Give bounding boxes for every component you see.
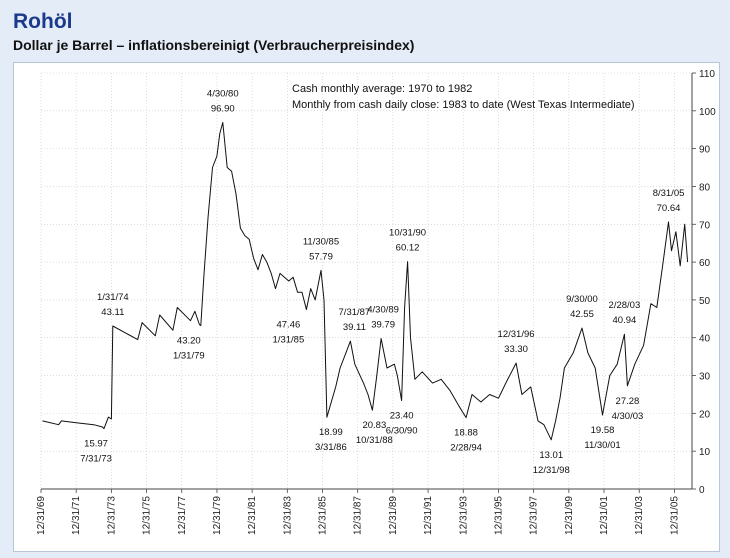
x-tick-label: 12/31/81 xyxy=(247,496,258,535)
x-tick-label: 12/31/71 xyxy=(71,496,82,535)
x-tick-label: 12/31/01 xyxy=(599,496,610,535)
annotation-value: 96.90 xyxy=(211,104,235,115)
annotation-value: 15.97 xyxy=(84,439,108,450)
annotation-date: 2/28/03 xyxy=(609,300,641,311)
y-tick-label: 50 xyxy=(699,296,711,307)
annotation-date: 7/31/87 xyxy=(339,307,371,318)
annotation-date: 1/31/85 xyxy=(273,335,305,346)
x-tick-label: 12/31/77 xyxy=(177,496,188,535)
x-tick-label: 12/31/87 xyxy=(353,496,364,535)
series-line xyxy=(42,122,689,441)
y-tick-label: 0 xyxy=(699,485,705,496)
annotation-date: 11/30/01 xyxy=(584,440,620,451)
annotation-value: 18.88 xyxy=(454,428,478,439)
annotation-date: 12/31/98 xyxy=(533,465,570,476)
annotation-date: 1/31/74 xyxy=(97,292,129,303)
annotation-value: 18.99 xyxy=(319,427,343,438)
x-tick-label: 12/31/83 xyxy=(282,496,293,535)
grid xyxy=(40,72,692,490)
x-tick-label: 12/31/93 xyxy=(458,496,469,535)
annotation-value: 57.79 xyxy=(309,251,333,262)
annotation-value: 19.58 xyxy=(591,425,615,436)
annotation-value: 60.12 xyxy=(396,243,420,254)
annotation-value: 70.64 xyxy=(657,203,681,214)
x-tick-label: 12/31/69 xyxy=(36,496,47,535)
y-tick-label: 110 xyxy=(699,69,715,80)
annotation-value: 20.83 xyxy=(362,420,386,431)
x-tick-label: 12/31/79 xyxy=(212,496,223,535)
chart-title: Rohöl xyxy=(13,10,73,33)
annotation-date: 10/31/88 xyxy=(356,435,393,446)
annotation-date: 9/30/00 xyxy=(566,294,598,305)
x-tick-label: 12/31/75 xyxy=(142,496,153,535)
y-tick-label: 40 xyxy=(699,334,711,345)
annotation-value: 42.55 xyxy=(570,309,594,320)
annotation-value: 13.01 xyxy=(539,450,563,461)
x-tick-label: 12/31/99 xyxy=(564,496,575,535)
axes: 0 10 20 30 40 50 60 70 80 90 100 110 12/31/69 12/31/7… xyxy=(36,69,716,535)
annotation-date: 7/31/73 xyxy=(80,454,112,465)
x-tick-label: 12/31/91 xyxy=(423,496,434,535)
y-tick-label: 100 xyxy=(699,107,716,118)
y-tick-label: 90 xyxy=(699,145,711,156)
chart-subtitle: Dollar je Barrel – inflationsbereinigt (… xyxy=(13,37,415,53)
annotation-date: 8/31/05 xyxy=(653,188,685,199)
y-tick-label: 30 xyxy=(699,372,711,383)
annotations: 4/30/80 96.90 1/31/74 43.11 43.20 1/31/79 15.9… xyxy=(80,89,684,476)
annotation-date: 2/28/94 xyxy=(450,443,482,454)
annotation-date: 1/31/79 xyxy=(173,351,205,362)
annotation-value: 39.79 xyxy=(371,320,395,331)
price-chart: 0 10 20 30 40 50 60 70 80 90 100 110 12/31/69 12/31/7… xyxy=(36,69,716,535)
annotation-value: 47.46 xyxy=(276,320,300,331)
y-tick-label: 70 xyxy=(699,220,711,231)
annotation-value: 43.20 xyxy=(177,336,201,347)
series xyxy=(42,122,689,441)
annotation-date: 11/30/85 xyxy=(303,236,339,247)
x-tick-label: 12/31/89 xyxy=(388,496,399,535)
x-tick-label: 12/31/85 xyxy=(318,496,329,535)
y-tick-label: 60 xyxy=(699,258,711,269)
annotation-date: 4/30/80 xyxy=(207,89,239,100)
y-tick-label: 10 xyxy=(699,447,711,458)
annotation-date: 12/31/96 xyxy=(498,329,535,340)
annotation-date: 6/30/90 xyxy=(386,426,418,437)
annotation-date: 4/30/89 xyxy=(367,305,399,316)
x-tick-label: 12/31/05 xyxy=(669,496,680,535)
annotation-value: 27.28 xyxy=(616,396,640,407)
x-tick-label: 12/31/03 xyxy=(634,496,645,535)
annotation-value: 23.40 xyxy=(390,411,414,422)
annotation-value: 39.11 xyxy=(343,322,366,333)
annotation-date: 10/31/90 xyxy=(389,228,426,239)
x-tick-label: 12/31/97 xyxy=(529,496,540,535)
x-tick-label: 12/31/73 xyxy=(106,496,117,535)
annotation-date: 3/31/86 xyxy=(315,442,347,453)
annotation-value: 40.94 xyxy=(613,315,637,326)
chart-frame: 0 10 20 30 40 50 60 70 80 90 100 110 12/31/69 12/31/7… xyxy=(13,62,720,552)
x-tick-label: 12/31/95 xyxy=(493,496,504,535)
annotation-date: 4/30/03 xyxy=(612,411,644,422)
y-tick-label: 80 xyxy=(699,182,711,193)
annotation-value: 33.30 xyxy=(504,344,528,355)
notes: Cash monthly average: 1970 to 1982 Month… xyxy=(292,83,635,111)
note-line-1: Cash monthly average: 1970 to 1982 xyxy=(292,83,472,95)
note-line-2: Monthly from cash daily close: 1983 to d… xyxy=(292,99,635,111)
annotation-value: 43.11 xyxy=(101,307,124,318)
y-tick-label: 20 xyxy=(699,409,711,420)
